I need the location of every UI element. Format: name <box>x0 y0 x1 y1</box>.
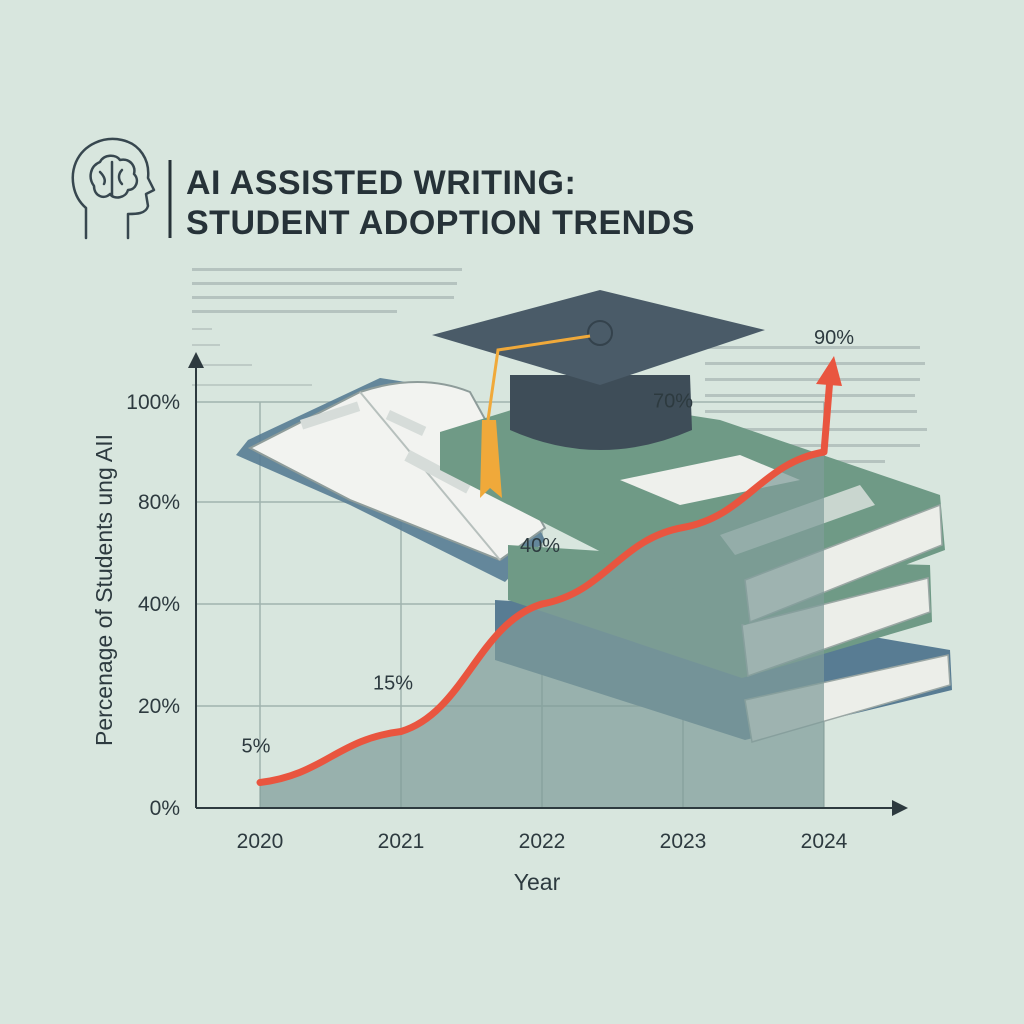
y-tick-label: 0% <box>150 797 180 820</box>
data-label: 5% <box>242 736 271 758</box>
x-tick-labels: 2020 2021 2022 2023 2024 <box>237 830 848 853</box>
y-axis-title: Percenage of Students ung AII <box>91 434 117 746</box>
trend-line <box>256 374 834 786</box>
background-text-left <box>192 268 462 386</box>
data-label: 70% <box>653 391 693 413</box>
x-axis-title: Year <box>514 869 561 895</box>
chart-title-line-2: STUDENT ADOPTION TRENDS <box>186 204 695 242</box>
graduation-cap-icon <box>432 290 765 498</box>
data-label: 90% <box>814 327 854 349</box>
x-tick-label: 2024 <box>801 830 848 853</box>
x-tick-label: 2023 <box>660 830 707 853</box>
chart-title-line-1: AI ASSISTED WRITING: <box>186 164 576 202</box>
data-labels: 5% 15% 40% 70% 90% <box>242 327 855 758</box>
y-tick-labels: 0% 20% 40% 80% 100% <box>126 391 180 820</box>
x-tick-label: 2021 <box>378 830 425 853</box>
x-tick-label: 2022 <box>519 830 566 853</box>
area-fill <box>260 396 824 808</box>
header: AI ASSISTED WRITING: STUDENT ADOPTION TR… <box>71 137 695 242</box>
data-label: 40% <box>520 535 560 557</box>
x-tick-label: 2020 <box>237 830 284 853</box>
y-tick-label: 40% <box>138 593 180 616</box>
brain-head-icon <box>71 137 156 240</box>
y-tick-label: 20% <box>138 695 180 718</box>
y-tick-label: 80% <box>138 491 180 514</box>
trend-arrowhead <box>816 356 842 386</box>
data-label: 15% <box>373 673 413 695</box>
y-tick-label: 100% <box>126 391 180 414</box>
